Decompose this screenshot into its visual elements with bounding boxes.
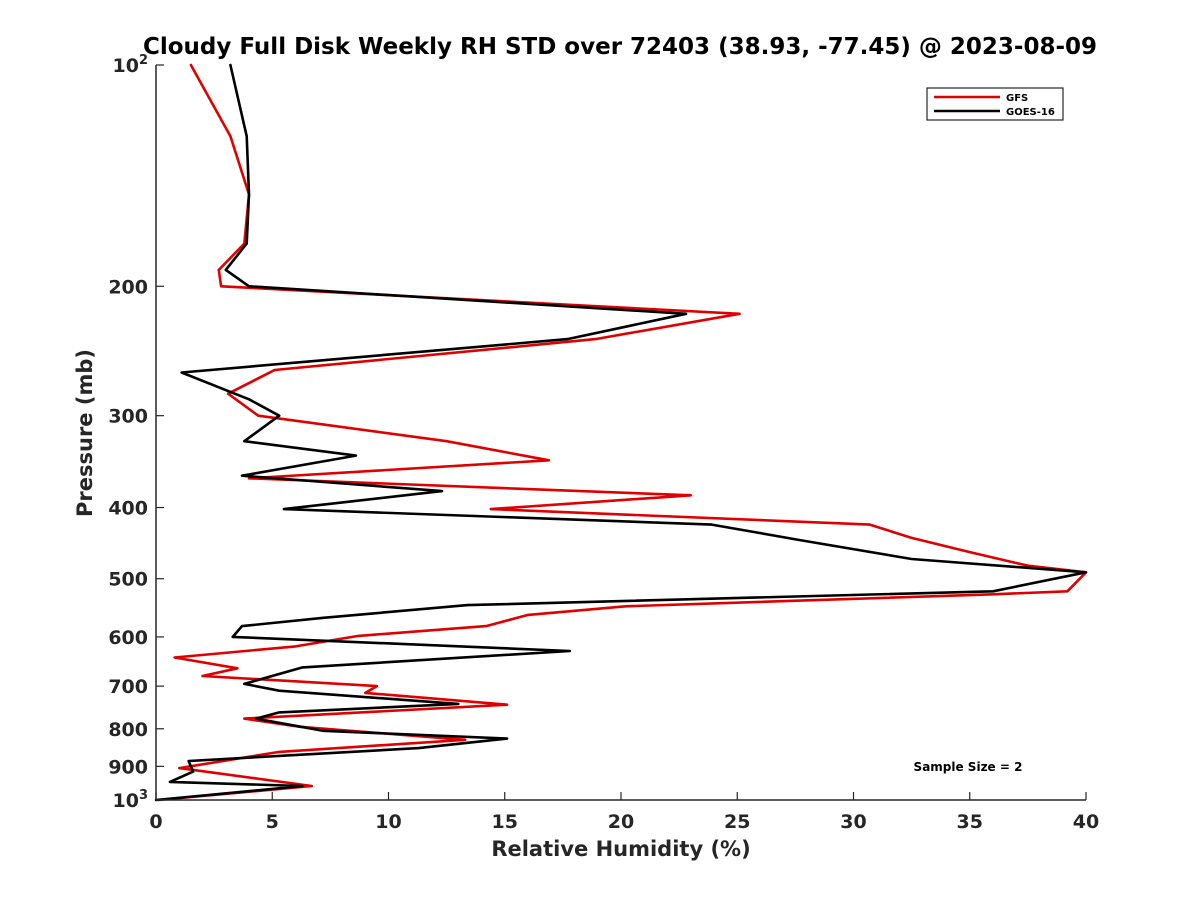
y-tick-label: 102 [113,53,149,77]
x-tick-label: 40 [1073,811,1099,833]
y-tick-label: 400 [108,498,148,520]
x-tick-label: 25 [724,811,750,833]
y-tick-label: 200 [108,276,148,298]
legend-label-gfs: GFS [1006,93,1028,104]
y-tick-label: 900 [108,756,148,778]
axes-layer: 0 5 10 15 20 25 30 35 40 102 200 300 400 500 600 700 800… [108,53,1099,833]
y-tick-label: 700 [108,676,148,698]
y-tick-label: 800 [108,719,148,741]
y-tick-label: 500 [108,569,148,591]
legend-label-goes-16: GOES-16 [1006,107,1055,118]
x-tick-label: 35 [957,811,983,833]
x-tick-label: 15 [492,811,518,833]
plot-area [156,65,1086,800]
x-tick-label: 20 [608,811,634,833]
y-tick-label: 600 [108,627,148,649]
y-tick-label: 300 [108,406,148,428]
x-tick-label: 0 [149,811,162,833]
chart-title: Cloudy Full Disk Weekly RH STD over 7240… [143,34,1097,60]
x-tick-label: 30 [840,811,866,833]
y-tick-label: 103 [113,788,149,812]
legend-box [926,87,1064,121]
series-line-goes-16 [154,63,1088,802]
x-axis-label: Relative Humidity (%) [491,837,750,861]
sample-size-annotation: Sample Size = 2 [914,760,1023,774]
x-tick-label: 5 [266,811,279,833]
legend: GFS GOES-16 [926,87,1064,121]
y-axis-label: Pressure (mb) [73,349,97,517]
series-layer [154,63,1088,802]
x-tick-label: 10 [375,811,401,833]
